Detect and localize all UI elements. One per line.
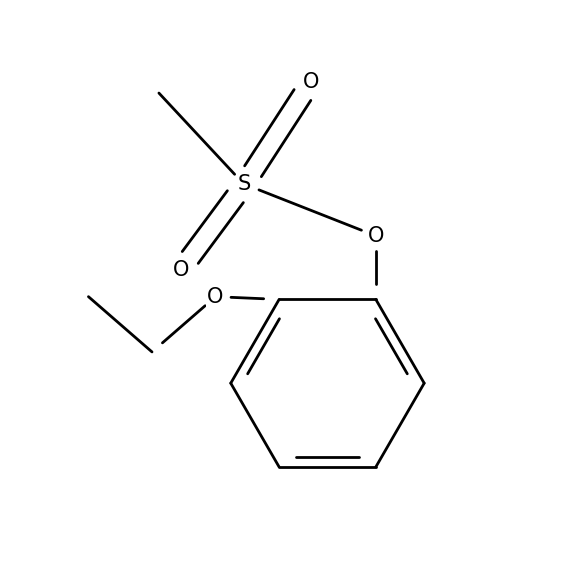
Text: O: O <box>303 72 319 92</box>
Text: O: O <box>367 226 384 246</box>
Text: O: O <box>208 287 224 307</box>
Text: O: O <box>173 260 189 280</box>
Text: S: S <box>238 174 251 194</box>
